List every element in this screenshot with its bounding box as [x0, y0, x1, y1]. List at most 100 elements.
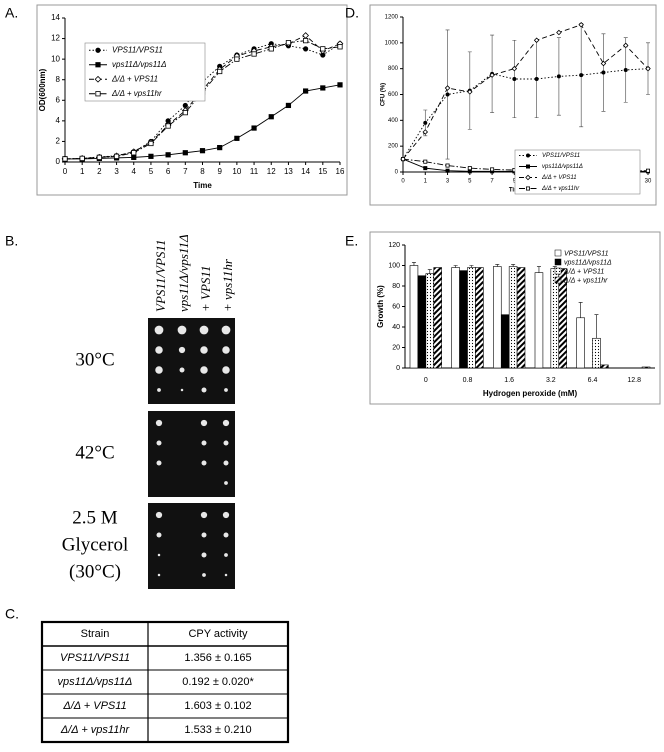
plate-image — [148, 411, 235, 497]
bar — [641, 366, 651, 369]
colony — [157, 553, 161, 557]
series-line — [402, 24, 649, 160]
marker — [303, 46, 309, 52]
marker — [95, 91, 101, 97]
colony — [200, 419, 208, 427]
plate-row-label: Glycerol — [62, 534, 128, 555]
marker — [445, 92, 450, 97]
x-tick-label: 7 — [183, 167, 188, 176]
x-tick-label: 12 — [267, 167, 276, 176]
legend-swatch — [554, 258, 562, 266]
x-tick-label: 16 — [336, 167, 345, 176]
x-tick-label: 5 — [468, 179, 472, 185]
error-bar — [469, 265, 474, 268]
table-cell: Δ/Δ + vps11hr — [60, 724, 131, 736]
panel-frame — [369, 231, 661, 405]
colony — [224, 553, 228, 557]
x-tick-label: 30 — [645, 179, 652, 185]
colony — [199, 325, 209, 335]
plate-column-label: vps11Δ/vps11Δ — [176, 234, 191, 312]
marker — [95, 62, 101, 68]
colony — [222, 346, 230, 354]
table-cell: Δ/Δ + VPS11 — [62, 700, 126, 712]
colony — [200, 366, 208, 374]
colony — [157, 388, 161, 392]
x-tick-label: 4 — [132, 167, 137, 176]
plate-row-label: (30°C) — [69, 561, 121, 582]
plate-row-label: 2.5 M — [72, 507, 118, 528]
marker — [623, 67, 628, 72]
colony — [155, 419, 163, 427]
plate-column-label: + vps11hr — [220, 258, 235, 312]
bar — [467, 267, 476, 369]
marker — [285, 102, 292, 109]
error-bar — [578, 302, 583, 318]
colony — [156, 440, 162, 446]
x-tick-label: 0 — [401, 179, 405, 185]
x-tick-label: 14 — [301, 167, 310, 176]
y-tick-label: 100 — [388, 262, 400, 269]
legend-label: Δ/Δ + VPS11 — [563, 268, 604, 275]
colony — [201, 387, 207, 393]
table-cell: vps11Δ/vps11Δ — [58, 676, 133, 688]
bar — [500, 314, 510, 369]
x-tick-label: 1 — [80, 167, 85, 176]
marker — [320, 85, 326, 91]
marker — [131, 154, 137, 160]
y-axis-title: Growth (%) — [376, 285, 385, 328]
legend-swatch — [554, 267, 562, 275]
legend-label: vps11Δ/vps11Δ — [112, 60, 166, 69]
colony — [200, 346, 208, 354]
marker — [601, 70, 606, 75]
x-tick-label: 0 — [424, 377, 428, 384]
x-axis-title: Time — [193, 181, 212, 190]
bar — [417, 275, 427, 369]
bar — [493, 266, 502, 369]
marker — [113, 153, 120, 159]
marker — [423, 120, 428, 125]
colony — [201, 552, 207, 558]
x-tick-label: 6 — [166, 167, 171, 176]
x-tick-label: 15 — [318, 167, 327, 176]
x-tick-label: 6.4 — [588, 377, 598, 384]
x-tick-label: 1 — [424, 179, 428, 185]
colony — [201, 440, 207, 446]
y-tick-label: 80 — [392, 283, 400, 290]
bar — [550, 268, 560, 369]
plate-column-label: + VPS11 — [198, 266, 213, 312]
marker — [79, 155, 85, 161]
y-tick-label: 12 — [51, 34, 60, 43]
marker — [400, 157, 405, 162]
x-tick-label: 5 — [149, 167, 154, 176]
marker — [96, 154, 102, 160]
colony — [155, 511, 163, 519]
marker — [534, 77, 539, 82]
error-bar — [536, 266, 541, 273]
legend-label: Δ/Δ + vps11hr — [541, 186, 580, 192]
y-tick-label: 6 — [56, 95, 61, 104]
plate-column-label: VPS11/VPS11 — [153, 240, 168, 312]
marker — [622, 42, 629, 49]
colony — [157, 573, 161, 577]
panel-label: C. — [5, 606, 19, 622]
bar — [451, 267, 460, 369]
marker — [199, 148, 206, 154]
legend-label: vps11Δ/vps11Δ — [542, 164, 583, 170]
panel-label: B. — [5, 233, 18, 249]
bar — [576, 317, 585, 369]
colony — [178, 346, 186, 354]
marker — [234, 135, 240, 141]
colony — [156, 460, 162, 466]
marker — [302, 32, 309, 39]
marker — [525, 174, 531, 181]
x-axis-title: Hydrogen peroxide (mM) — [483, 389, 578, 398]
marker — [556, 74, 561, 79]
table-header: CPY activity — [188, 628, 248, 640]
panel-frame — [369, 4, 657, 206]
marker — [234, 56, 240, 62]
marker — [251, 51, 257, 57]
marker — [578, 21, 584, 28]
bar — [516, 267, 526, 369]
error-bar — [427, 269, 432, 274]
